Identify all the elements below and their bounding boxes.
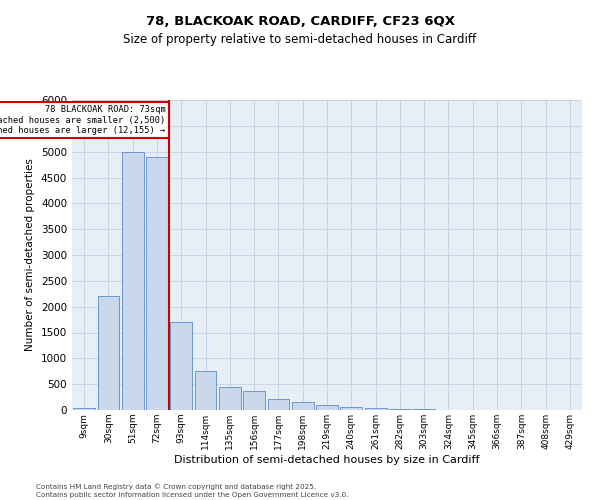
Y-axis label: Number of semi-detached properties: Number of semi-detached properties bbox=[25, 158, 35, 352]
Bar bbox=[316, 405, 338, 410]
Bar bbox=[73, 408, 95, 410]
Bar bbox=[243, 391, 265, 410]
Bar bbox=[194, 371, 217, 410]
Text: 78, BLACKOAK ROAD, CARDIFF, CF23 6QX: 78, BLACKOAK ROAD, CARDIFF, CF23 6QX bbox=[146, 15, 455, 28]
Bar bbox=[122, 152, 143, 410]
Bar bbox=[97, 296, 119, 410]
Bar bbox=[292, 402, 314, 410]
X-axis label: Distribution of semi-detached houses by size in Cardiff: Distribution of semi-detached houses by … bbox=[174, 454, 480, 464]
Bar bbox=[365, 408, 386, 410]
Bar bbox=[268, 398, 289, 410]
Bar bbox=[340, 407, 362, 410]
Text: Contains HM Land Registry data © Crown copyright and database right 2025.
Contai: Contains HM Land Registry data © Crown c… bbox=[36, 484, 349, 498]
Bar bbox=[170, 322, 192, 410]
Bar bbox=[219, 387, 241, 410]
Bar bbox=[146, 157, 168, 410]
Text: 78 BLACKOAK ROAD: 73sqm
← 17% of semi-detached houses are smaller (2,500)
82% of: 78 BLACKOAK ROAD: 73sqm ← 17% of semi-de… bbox=[0, 105, 166, 135]
Text: Size of property relative to semi-detached houses in Cardiff: Size of property relative to semi-detach… bbox=[124, 32, 476, 46]
Bar bbox=[389, 409, 411, 410]
